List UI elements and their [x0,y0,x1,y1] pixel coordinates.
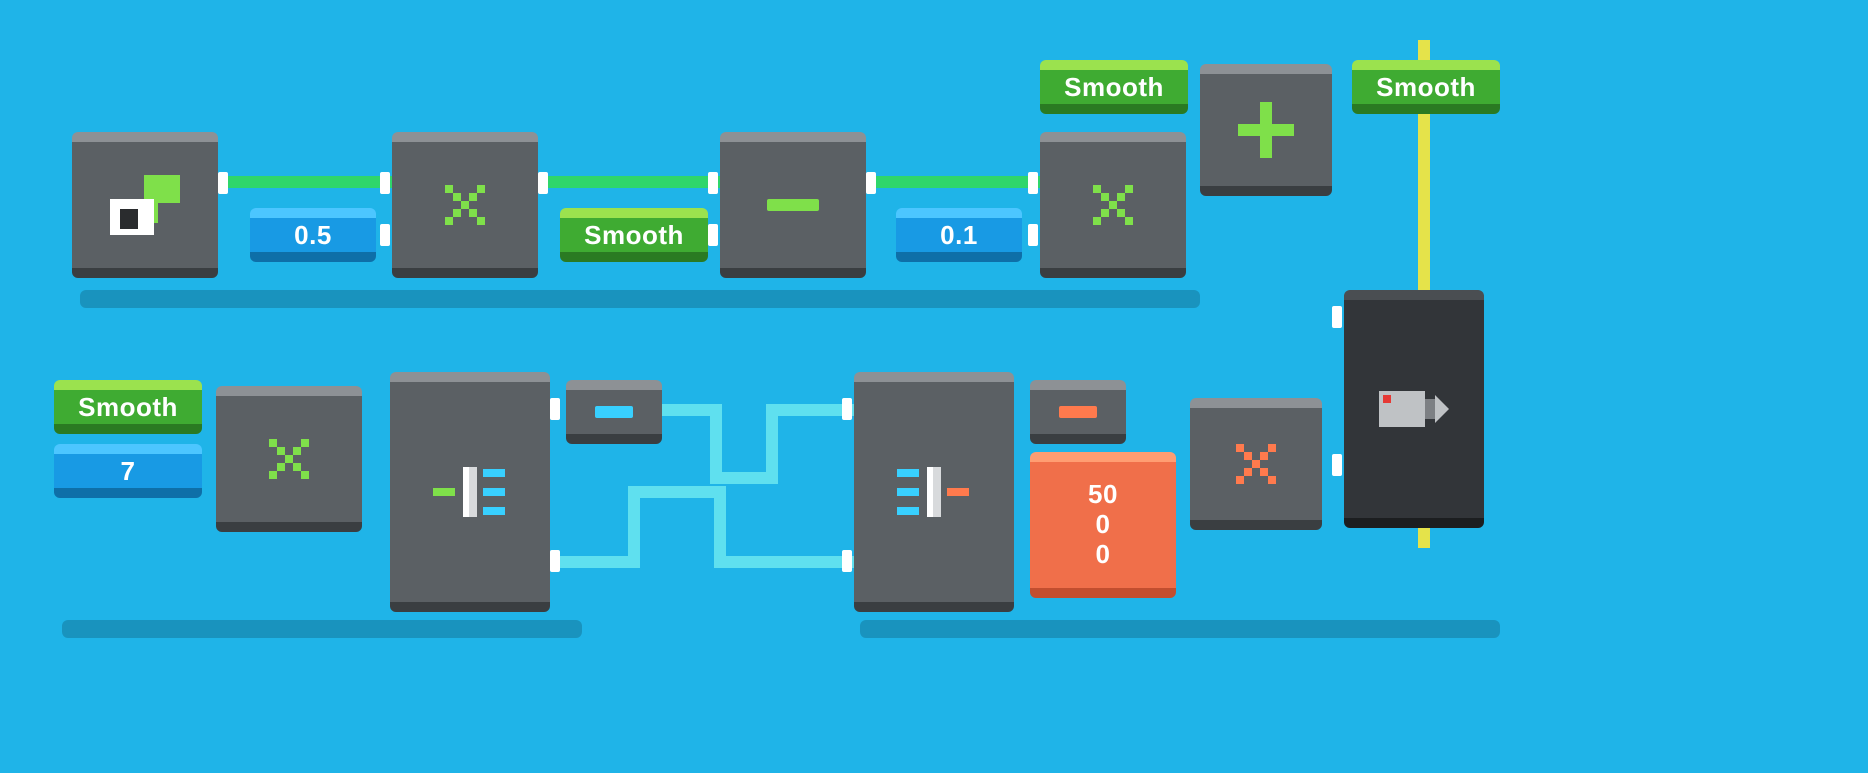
multiply-icon [1236,444,1244,452]
node-camera[interactable] [1344,290,1484,528]
node-add[interactable] [1200,64,1332,196]
wire [628,486,640,568]
value-label: 0.1 [940,220,978,251]
value-0-1[interactable]: 0.1 [896,208,1022,262]
wire [866,176,1042,188]
join-icon [425,457,515,527]
wire [550,556,640,568]
connector-nub [550,550,560,572]
wire [1418,526,1430,548]
connector-nub [550,398,560,420]
node-multiply-1[interactable] [392,132,538,278]
connector-nub [708,224,718,246]
minus-icon [767,199,819,211]
connector-nub [866,172,876,194]
wire [628,486,726,498]
value-smooth-4[interactable]: Smooth [54,380,202,434]
value-vector[interactable]: 50 0 0 [1030,452,1176,598]
multiply-icon [445,185,453,193]
connector-nub [1028,224,1038,246]
value-smooth-2[interactable]: Smooth [1040,60,1188,114]
node-negate-1[interactable] [566,380,662,444]
value-label: Smooth [78,392,178,423]
value-smooth-3[interactable]: Smooth [1352,60,1500,114]
wire [714,556,856,568]
connector-nub [842,550,852,572]
minus-icon [595,406,633,418]
connector-nub [218,172,228,194]
value-label: Smooth [1064,72,1164,103]
value-label: 7 [121,456,136,487]
value-label: 0.5 [294,220,332,251]
node-multiply-3[interactable] [216,386,362,532]
node-negate-2[interactable] [1030,380,1126,444]
connector-nub [842,398,852,420]
node-multiply-4[interactable] [1190,398,1322,530]
multiply-icon [1093,185,1101,193]
minus-icon [1059,406,1097,418]
node-join-2[interactable] [854,372,1014,612]
wire [538,176,722,188]
connector-nub [1332,306,1342,328]
connector-nub [380,172,390,194]
connector-nub [708,172,718,194]
value-label: Smooth [584,220,684,251]
object-icon [110,175,180,235]
connector-nub [1332,454,1342,476]
node-multiply-2[interactable] [1040,132,1186,278]
join-icon [889,457,979,527]
wire [218,176,394,188]
node-subtract[interactable] [720,132,866,278]
value-smooth-1[interactable]: Smooth [560,208,708,262]
node-graph-canvas[interactable]: 0.5 Smooth 0.1 Smooth Smooth Smooth 7 [0,0,1868,773]
connector-nub [380,224,390,246]
camera-icon [1379,385,1449,433]
connector-nub [1028,172,1038,194]
connector-nub [538,172,548,194]
wire [1418,114,1430,292]
plus-icon [1238,102,1294,158]
wire [766,404,778,484]
node-join-1[interactable] [390,372,550,612]
value-0-5[interactable]: 0.5 [250,208,376,262]
value-7[interactable]: 7 [54,444,202,498]
value-label: Smooth [1376,72,1476,103]
node-object[interactable] [72,132,218,278]
vector-label: 50 0 0 [1088,480,1118,570]
multiply-icon [269,439,277,447]
wire [1418,40,1430,62]
